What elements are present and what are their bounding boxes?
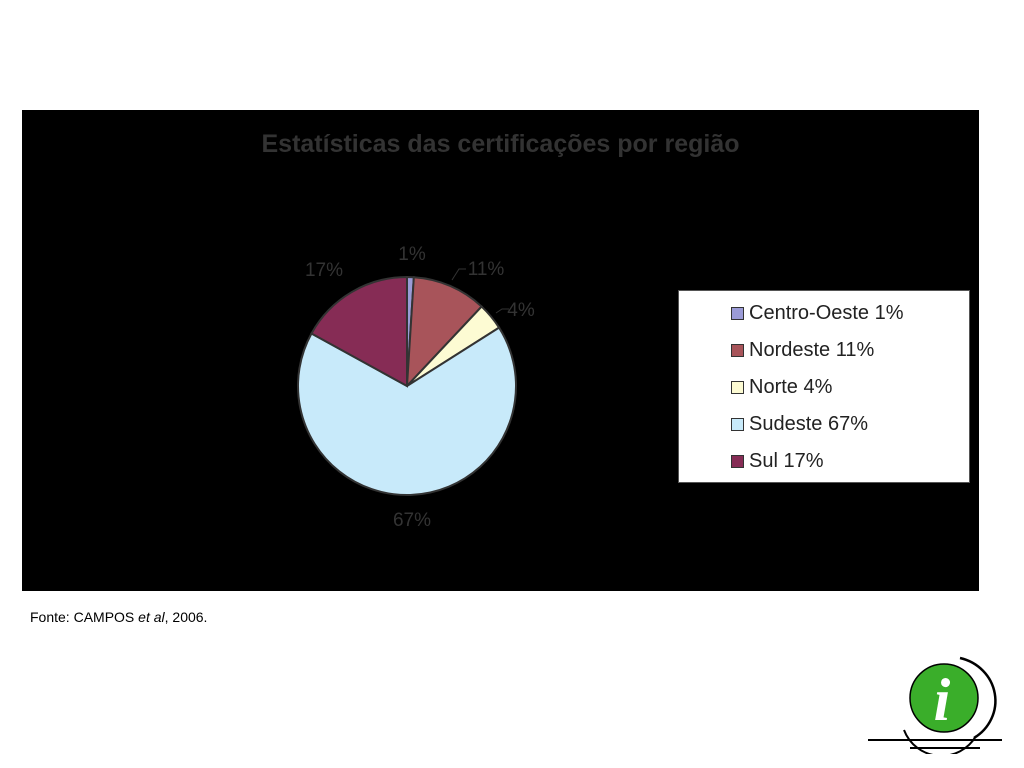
source-note: Fonte: CAMPOS et al, 2006. bbox=[30, 609, 207, 625]
chart-legend: Centro-Oeste 1% Nordeste 11% Norte 4% Sudes… bbox=[678, 290, 970, 483]
legend-label: Norte 4% bbox=[749, 376, 833, 398]
legend-swatch bbox=[731, 418, 744, 431]
info-icon: i bbox=[868, 656, 1002, 754]
legend-item-centro-oeste: Centro-Oeste 1% bbox=[731, 295, 969, 332]
slice-label-sul: 17% bbox=[305, 260, 343, 281]
legend-item-norte: Norte 4% bbox=[731, 369, 969, 406]
leader-line-norte bbox=[495, 308, 509, 314]
slice-label-centro-oeste: 1% bbox=[398, 244, 426, 265]
source-italic: et al bbox=[138, 609, 165, 625]
pie-slice-nordeste bbox=[405, 276, 484, 389]
pie-slice-sudeste bbox=[297, 326, 517, 496]
leader-lines bbox=[451, 268, 509, 314]
slice-label-nordeste: 11% bbox=[468, 259, 505, 280]
legend-label: Nordeste 11% bbox=[749, 339, 875, 361]
legend-swatch bbox=[731, 455, 744, 468]
pie-slice-sul bbox=[310, 275, 408, 388]
legend-item-nordeste: Nordeste 11% bbox=[731, 332, 969, 369]
legend-label: Centro-Oeste 1% bbox=[749, 302, 904, 324]
legend-label: Sul 17% bbox=[749, 450, 824, 472]
slice-labels: 1% 11%4% 67% 17% bbox=[305, 244, 535, 531]
chart-title: Estatísticas das certificações por regiã… bbox=[261, 130, 740, 158]
leader-line-nordeste bbox=[451, 268, 466, 281]
slice-label-sudeste: 67% bbox=[393, 510, 431, 531]
legend-swatch bbox=[731, 381, 744, 394]
pie-slices bbox=[297, 275, 517, 496]
legend-item-sudeste: Sudeste 67% bbox=[731, 406, 969, 443]
legend-label: Sudeste 67% bbox=[749, 413, 868, 435]
slice-label-norte: 4% bbox=[507, 300, 535, 321]
info-glyph: i bbox=[934, 667, 951, 733]
pie-chart: 1% 11%4% 67% 17% bbox=[297, 244, 535, 531]
chart-panel: Estatísticas das certificações por regiã… bbox=[22, 110, 979, 591]
legend-swatch bbox=[731, 344, 744, 357]
source-prefix: Fonte: CAMPOS bbox=[30, 609, 139, 625]
legend-swatch bbox=[731, 307, 744, 320]
source-suffix: , 2006. bbox=[164, 609, 208, 625]
legend-item-sul: Sul 17% bbox=[731, 443, 969, 480]
